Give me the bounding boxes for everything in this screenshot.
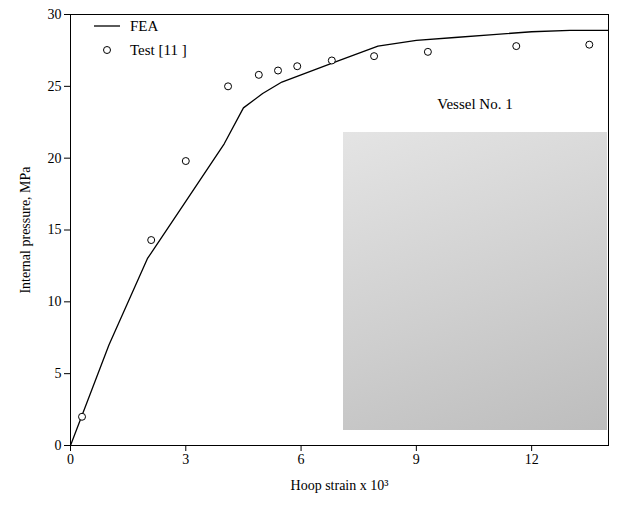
- svg-text:5: 5: [55, 366, 62, 381]
- svg-text:0: 0: [67, 452, 74, 467]
- svg-text:0: 0: [55, 438, 62, 453]
- svg-text:25: 25: [48, 79, 62, 94]
- html-text:FEA: FEA: [130, 17, 159, 34]
- svg-text:Internal pressure, MPa: Internal pressure, MPa: [18, 166, 33, 294]
- svg-text:9: 9: [413, 452, 420, 467]
- svg-text:15: 15: [48, 222, 62, 237]
- svg-text:10: 10: [48, 294, 62, 309]
- svg-text:12: 12: [525, 452, 539, 467]
- svg-text:3: 3: [182, 452, 189, 467]
- html-text:Test [11 ]: Test [11 ]: [130, 41, 187, 58]
- svg-text:6: 6: [298, 452, 305, 467]
- svg-text:30: 30: [48, 7, 62, 22]
- svg-text:Hoop strain x 10³: Hoop strain x 10³: [291, 478, 389, 493]
- svg-text:20: 20: [48, 151, 62, 166]
- html-text:Vessel No. 1: Vessel No. 1: [437, 96, 513, 112]
